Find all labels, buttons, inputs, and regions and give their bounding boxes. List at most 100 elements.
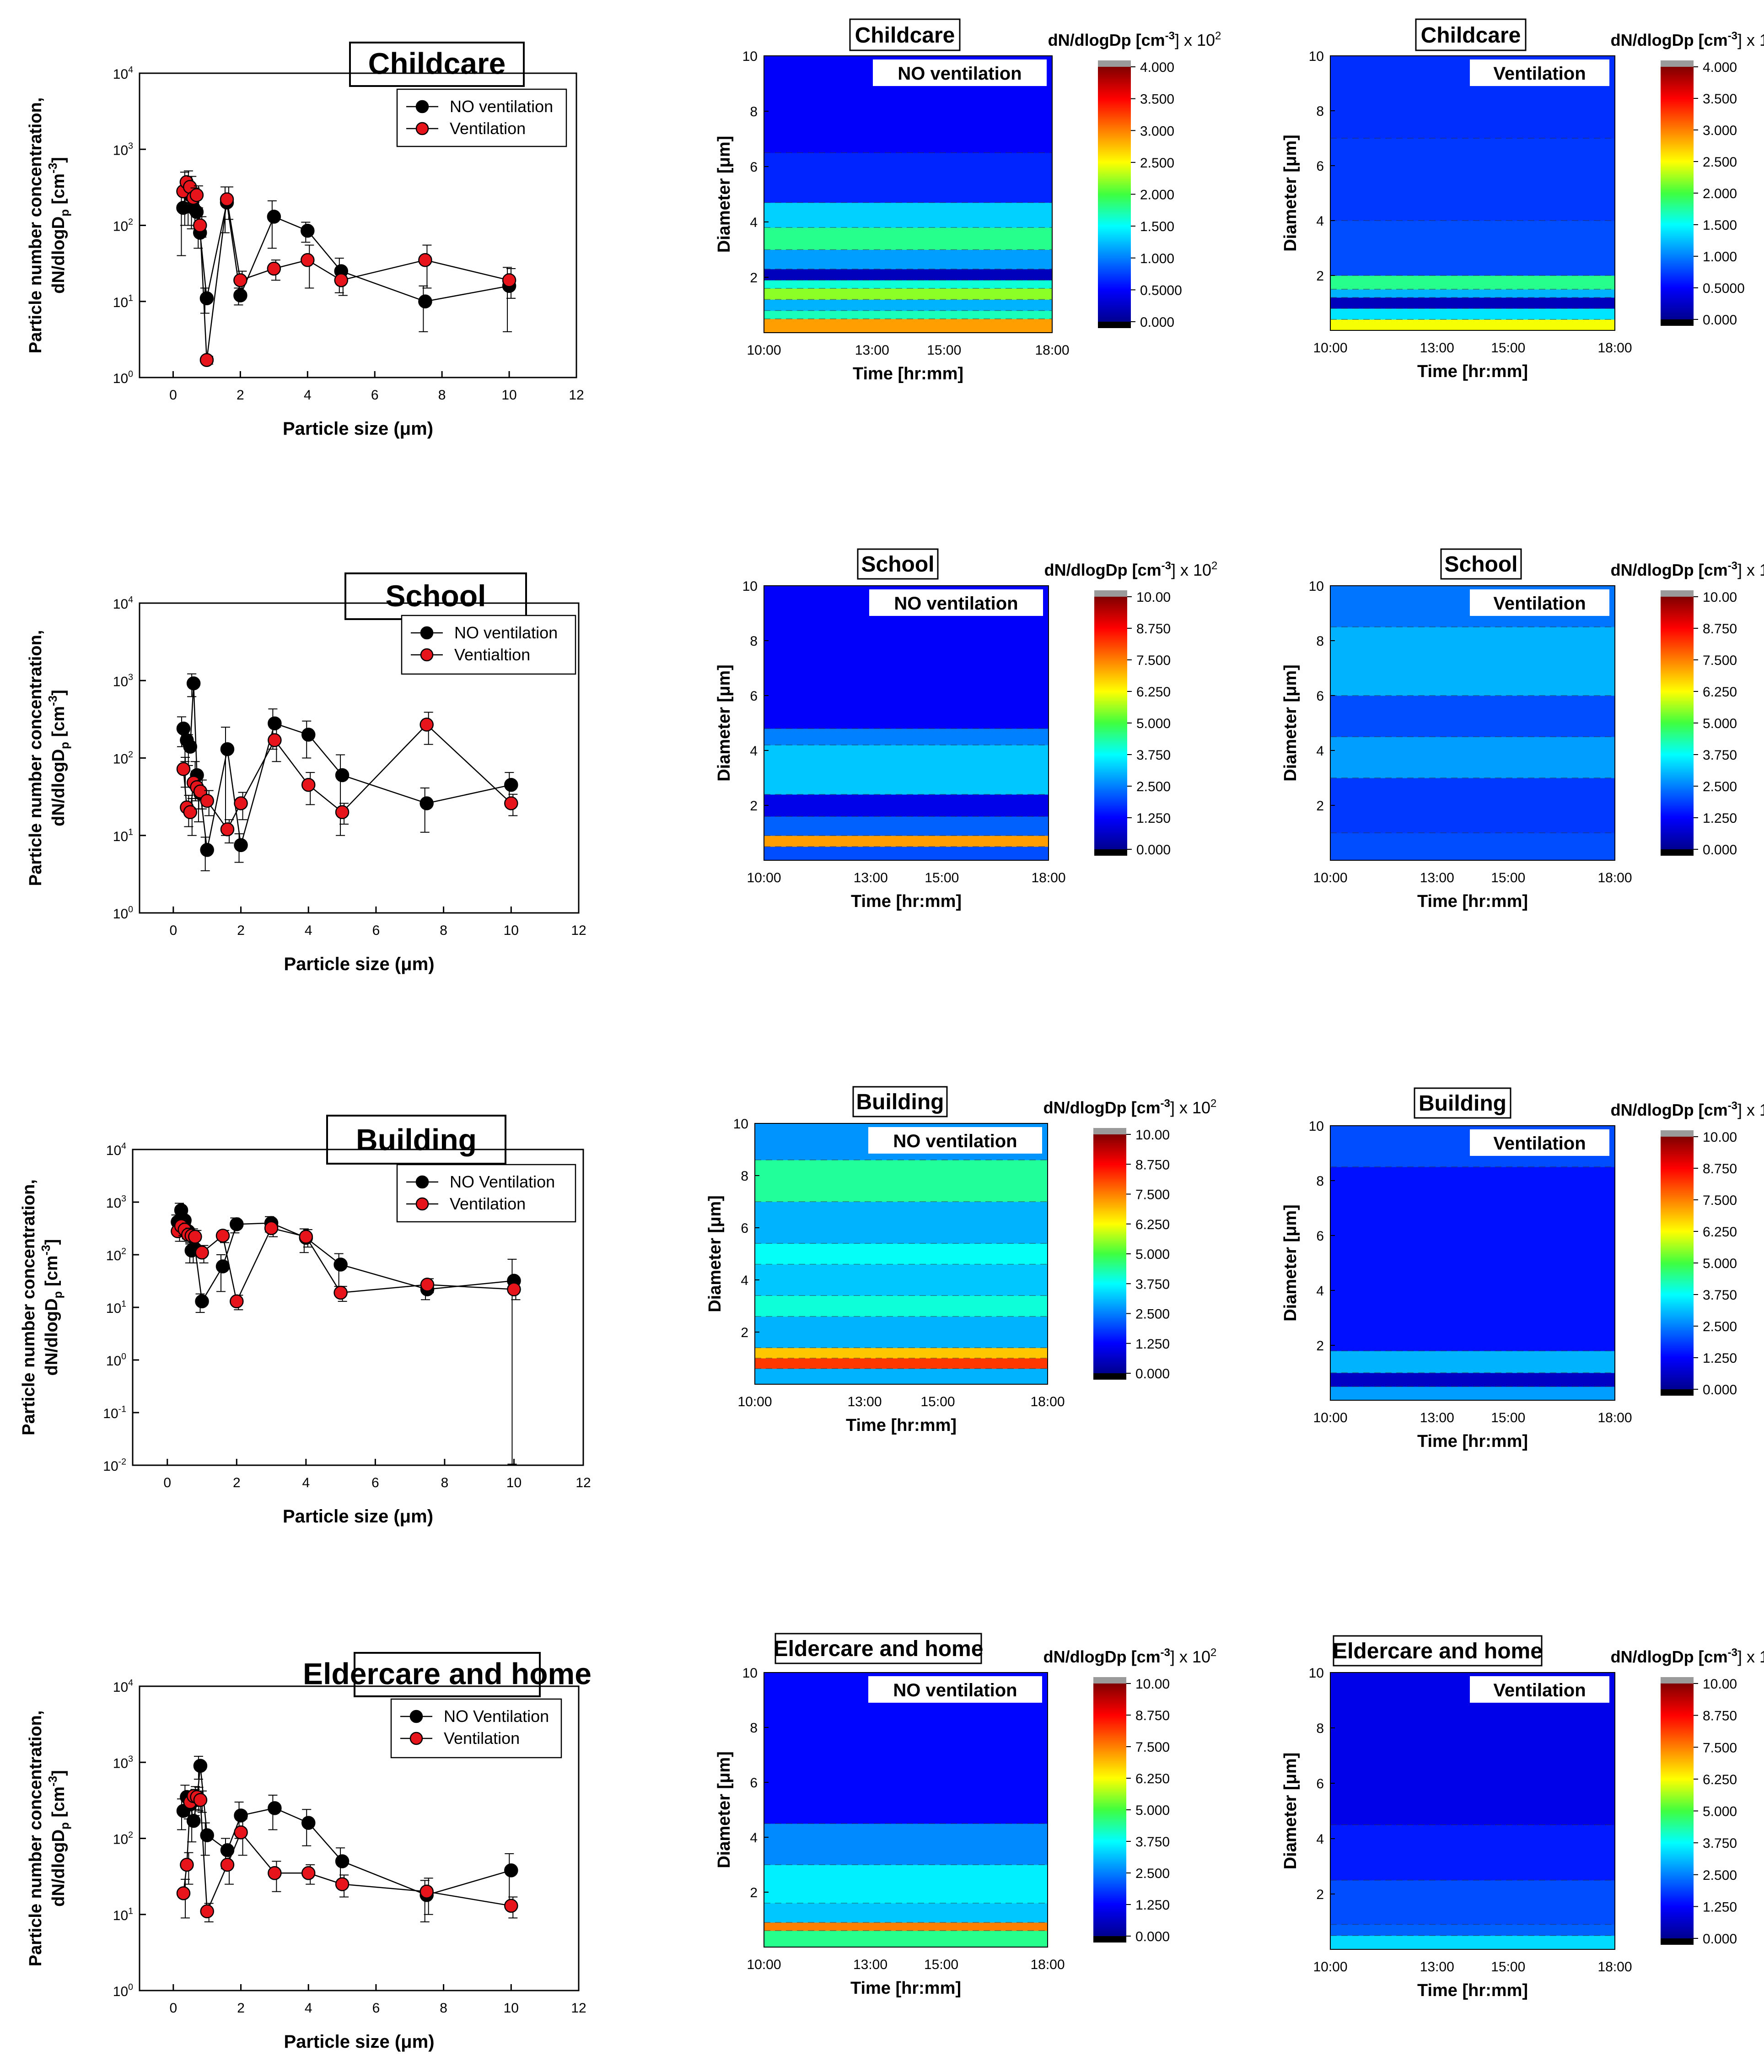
contour-band [764, 816, 1049, 836]
y-tick-label: 8 [1316, 1174, 1324, 1189]
data-point [234, 1825, 248, 1840]
line-chart-2: Building 0 2 4 6 8 10 12 10-2 10-1 100 101 102 103 104… [19, 1115, 591, 1527]
colorbar-tick-label: 2.500 [1703, 155, 1737, 170]
y-tick-label: 104 [106, 1141, 126, 1159]
colorbar-tick-label: 8.750 [1703, 1709, 1737, 1724]
x-tick-label: 12 [575, 1475, 591, 1490]
x-tick-label: 10 [501, 388, 516, 403]
x-tick-label: 13:00 [1420, 1959, 1454, 1975]
series-line [177, 1208, 514, 1303]
data-point [183, 739, 198, 754]
condition-label: Ventilation [1493, 1680, 1586, 1700]
data-point [267, 261, 281, 276]
condition-label: NO ventilation [894, 594, 1018, 614]
data-point [268, 733, 282, 747]
y-tick-label: 2 [1316, 269, 1324, 284]
x-tick-label: 6 [372, 2001, 380, 2016]
condition-label: NO ventilation [898, 64, 1022, 84]
legend: NO Ventilation Ventilation [390, 1698, 562, 1759]
legend: NO ventilation Ventilation [396, 88, 567, 147]
chart-title-box [344, 572, 527, 620]
data-point [220, 1857, 235, 1872]
contour-title-box [1414, 1087, 1511, 1119]
legend-frame [396, 1164, 576, 1223]
colorbar-tick-label: 3.500 [1140, 92, 1174, 107]
contour-title: Eldercare and home [774, 1637, 984, 1661]
y-tick-label: 8 [750, 104, 758, 119]
colorbar-under [1093, 1373, 1126, 1380]
contour-band [755, 1368, 1048, 1385]
data-point [419, 1884, 434, 1899]
x-axis-label: Time [hr:mm] [851, 892, 962, 911]
colorbar-tick-label: 6.250 [1135, 1771, 1170, 1786]
colorbar-over [1093, 1128, 1126, 1134]
series-line [183, 1765, 511, 1896]
x-tick-label: 15:00 [920, 1394, 955, 1409]
data-point [335, 805, 350, 820]
y-tick-label: 10 [742, 49, 758, 64]
chart-title-box [326, 1115, 506, 1165]
colorbar-tick-label: 0.000 [1140, 315, 1174, 330]
x-axis-label: Particle size (μm) [283, 1506, 433, 1527]
contour-title-box [774, 1633, 982, 1664]
contour-band [764, 202, 1052, 228]
y-tick-label: 102 [113, 217, 133, 234]
contour-band [764, 728, 1049, 745]
data-point [193, 784, 208, 799]
colorbar-tick-label: 2.500 [1135, 1866, 1170, 1881]
legend-frame [401, 615, 576, 675]
y-axis-label: Diameter [μm] [715, 1751, 734, 1868]
colorbar-tick-label: 8.750 [1703, 1161, 1737, 1176]
y-tick-label: 8 [1316, 104, 1324, 119]
x-tick-label: 15:00 [924, 1957, 958, 1972]
data-point [267, 210, 281, 224]
contour-1-2: School Ventilation 2 4 6 8 10 10:00 13:00 15:00 18… [1281, 548, 1764, 911]
contour-band [1330, 1351, 1615, 1373]
y-tick-label: 2 [1316, 799, 1324, 814]
y-axis-label-line1: Particle number concentration, [26, 630, 45, 886]
data-point [268, 1866, 282, 1880]
x-tick-label: 0 [163, 1475, 171, 1490]
x-tick-label: 0 [170, 923, 177, 938]
y-tick-label: 2 [741, 1325, 748, 1340]
x-tick-label: 10:00 [747, 870, 781, 885]
x-tick-label: 4 [304, 388, 312, 403]
data-point [234, 1808, 248, 1823]
y-tick-label: 8 [741, 1169, 748, 1184]
y-axis-label: Diameter [μm] [1281, 664, 1300, 782]
colorbar-tick-label: 0.5000 [1140, 283, 1182, 298]
colorbar-tick-label: 0.000 [1136, 842, 1171, 858]
data-point [418, 294, 432, 308]
data-point [504, 1863, 518, 1878]
y-tick-label: 104 [113, 595, 133, 612]
x-axis-label: Time [hr:mm] [1417, 892, 1528, 911]
contour-3-1: Eldercare and home NO ventilation 2 4 6 8 10 10… [715, 1633, 1216, 1998]
y-tick-label: 101 [113, 1906, 133, 1923]
colorbar-tick-label: 5.000 [1135, 1803, 1170, 1818]
colorbar-title: dN/dlogDp [cm-3] x 102 [1611, 560, 1764, 579]
contour-title-box [1440, 548, 1522, 580]
contour-band [764, 745, 1049, 795]
legend-label: NO ventilation [454, 623, 558, 642]
colorbar-tick-label: 3.750 [1136, 748, 1171, 763]
colorbar-tick-label: 8.750 [1135, 1708, 1170, 1723]
contour-band [1330, 138, 1615, 221]
x-tick-label: 10 [506, 1475, 522, 1490]
colorbar-tick-label: 0.000 [1703, 842, 1737, 858]
data-point [419, 718, 434, 732]
contour-band [764, 794, 1049, 817]
contour-band [1330, 1167, 1615, 1351]
y-tick-label: 103 [113, 672, 133, 690]
data-point [504, 1899, 518, 1913]
colorbar-tick-label: 6.250 [1703, 1772, 1737, 1787]
legend-label: Ventilation [450, 1194, 526, 1213]
line-chart-1: School 0 2 4 6 8 10 12 100 101 102 103 104 Particle s… [26, 572, 586, 974]
data-point [333, 1257, 348, 1272]
colorbar-under [1661, 849, 1694, 856]
contour-band [1330, 275, 1615, 290]
y-tick-label: 100 [113, 1982, 133, 2000]
y-axis-label: Diameter [μm] [715, 136, 734, 253]
legend-marker [409, 1732, 423, 1745]
colorbar-tick-label: 1.250 [1703, 1351, 1737, 1366]
